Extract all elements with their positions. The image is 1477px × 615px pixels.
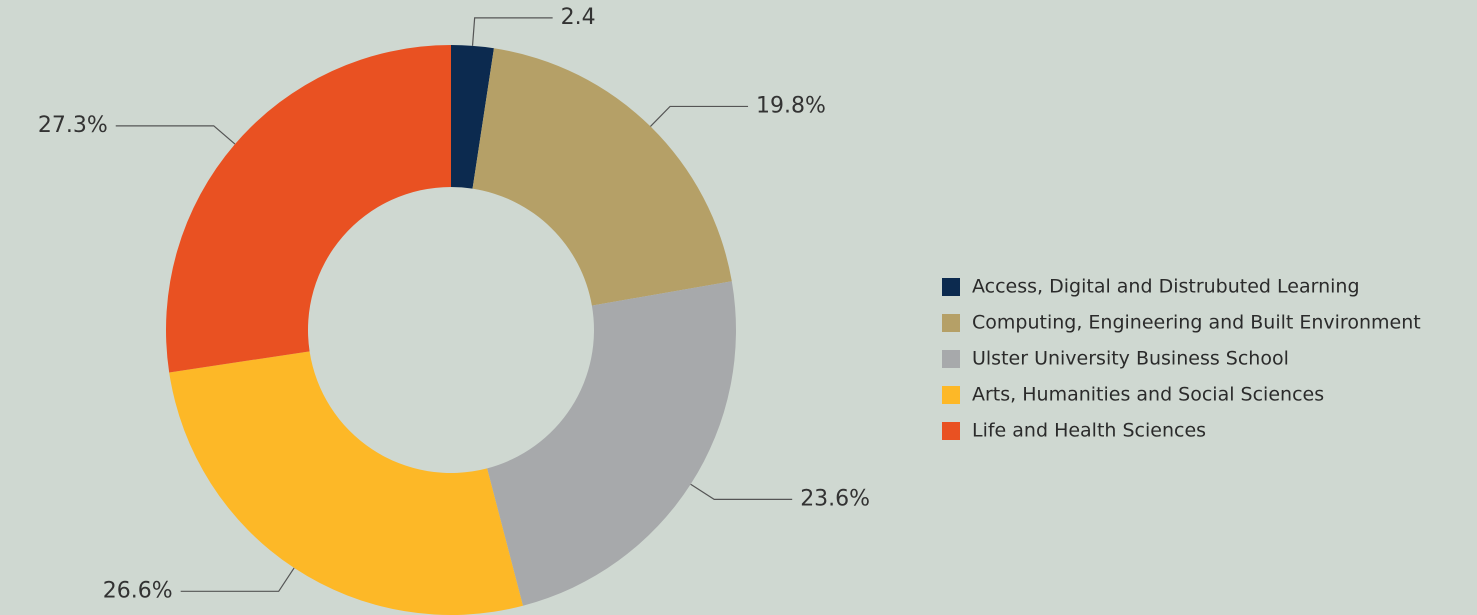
data-label: 26.6% xyxy=(103,578,173,603)
donut-segment xyxy=(451,45,494,189)
legend-label: Computing, Engineering and Built Environ… xyxy=(972,312,1421,334)
data-label: 27.3% xyxy=(38,113,108,138)
leader-line xyxy=(471,17,553,46)
legend-swatch xyxy=(942,314,960,332)
leader-line xyxy=(180,567,295,592)
donut-segment xyxy=(472,48,732,306)
legend-swatch xyxy=(942,422,960,440)
leader-line xyxy=(690,483,793,501)
legend-label: Access, Digital and Distrubuted Learning xyxy=(972,276,1360,298)
legend-swatch xyxy=(942,350,960,368)
legend-label: Ulster University Business School xyxy=(972,348,1289,370)
donut-segment xyxy=(165,45,451,373)
legend-swatch xyxy=(942,386,960,404)
data-label: 23.6% xyxy=(800,486,870,511)
data-label: 19.8% xyxy=(756,93,826,118)
legend-label: Life and Health Sciences xyxy=(972,420,1206,442)
leader-line xyxy=(115,125,236,145)
legend-label: Arts, Humanities and Social Sciences xyxy=(972,384,1324,406)
donut-segment xyxy=(169,351,523,615)
donut-segment xyxy=(487,281,736,606)
legend-swatch xyxy=(942,278,960,296)
leader-line xyxy=(650,105,749,127)
data-label: 2.4 xyxy=(561,5,596,30)
